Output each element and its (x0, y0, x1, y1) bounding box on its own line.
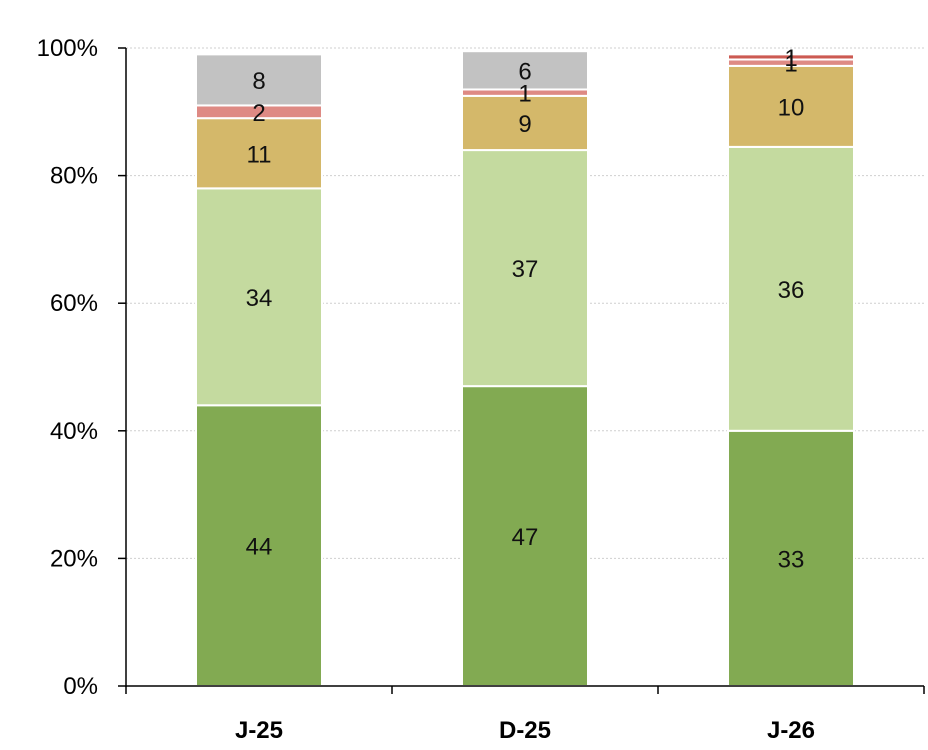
segment-label: 37 (512, 256, 539, 283)
segment-label: 10 (778, 94, 805, 121)
bar-segment (461, 50, 589, 91)
segment-label: 34 (246, 285, 273, 312)
segment-label: 1 (784, 51, 797, 78)
bar-segment (195, 187, 323, 407)
y-tick-label: 60% (50, 290, 98, 317)
segment-label: 2 (252, 100, 265, 127)
bar-segment (727, 145, 855, 432)
y-tick-label: 80% (50, 163, 98, 190)
y-tick-label: 0% (63, 673, 98, 700)
y-tick-label: 100% (37, 35, 98, 62)
bar-segment (727, 64, 855, 148)
bars (195, 50, 855, 687)
x-tick-label: D-25 (499, 717, 551, 744)
bar-segment (461, 94, 589, 152)
segment-label: 1 (784, 45, 797, 72)
segment-label: 33 (778, 546, 805, 573)
x-tick-label: J-26 (767, 717, 815, 744)
segment-label: 44 (246, 534, 273, 561)
segment-label: 9 (518, 111, 531, 138)
x-tick-label: J-25 (235, 717, 283, 744)
segment-label: 8 (252, 68, 265, 95)
x-tick-labels: J-25 D-25 J-26 (235, 717, 815, 744)
segment-label: 1 (518, 81, 531, 108)
bar-segment (195, 53, 323, 107)
bar-segment (195, 117, 323, 190)
bar-segment (195, 404, 323, 687)
segment-label: 11 (247, 141, 272, 168)
bar-segment (727, 53, 855, 61)
y-tick-label: 40% (50, 418, 98, 445)
bar-segment (461, 149, 589, 388)
bar-segment (461, 385, 589, 687)
y-tick-label: 20% (50, 545, 98, 572)
segment-label: 36 (778, 277, 805, 304)
segment-label: 47 (512, 524, 539, 551)
axes (118, 47, 925, 694)
y-tick-labels: 0% 20% 40% 60% 80% 100% (37, 35, 98, 700)
segment-label: 6 (518, 58, 531, 85)
